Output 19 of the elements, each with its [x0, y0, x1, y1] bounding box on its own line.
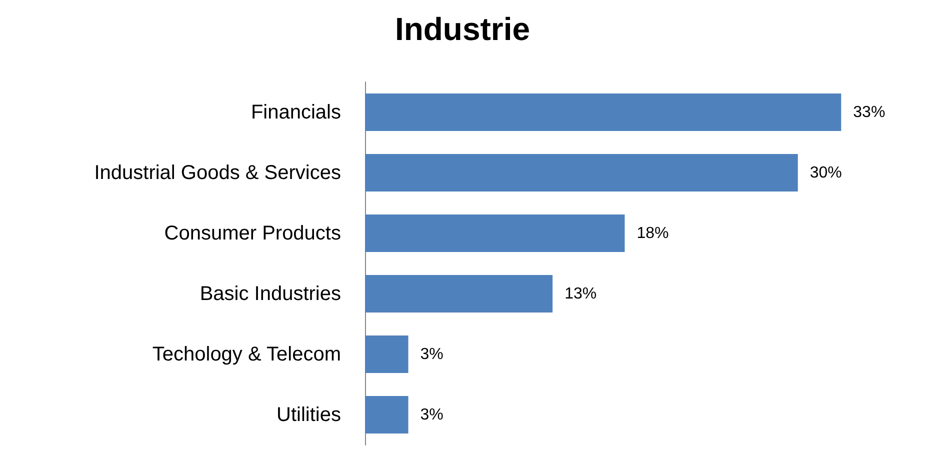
bar	[365, 214, 625, 252]
y-tick-label: Basic Industries	[200, 282, 341, 305]
data-label: 3%	[420, 406, 444, 424]
y-tick-label: Consumer Products	[164, 222, 341, 244]
data-label: 3%	[420, 346, 444, 363]
bar	[365, 396, 408, 434]
y-tick-label: Industrial Goods & Services	[94, 162, 341, 184]
data-label: 13%	[564, 285, 597, 302]
data-label: 33%	[853, 104, 886, 121]
y-tick-label: Financials	[250, 101, 341, 124]
bar	[365, 93, 842, 132]
bar	[365, 274, 553, 313]
data-label: 18%	[636, 224, 669, 242]
y-tick-label: Techology & Telecom	[152, 343, 341, 366]
y-tick-label: Utilities	[276, 404, 341, 426]
bar	[365, 335, 408, 374]
chart-title: Industrie	[394, 11, 530, 47]
bar	[365, 154, 798, 192]
data-label: 30%	[810, 164, 842, 182]
